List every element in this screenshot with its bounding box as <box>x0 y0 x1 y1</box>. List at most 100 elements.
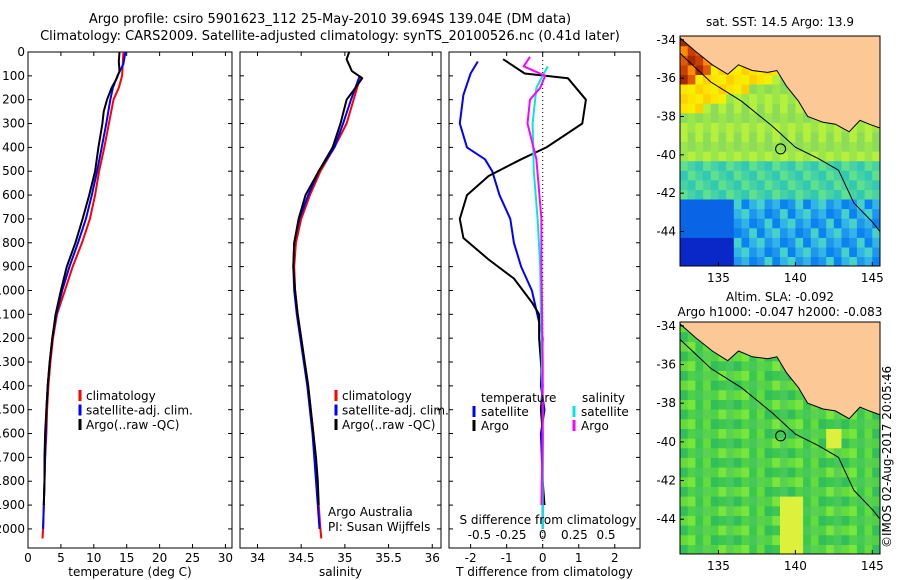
map-cell <box>733 534 743 545</box>
map-cell <box>803 131 812 142</box>
map-cell <box>856 208 866 219</box>
map-cell <box>749 237 758 248</box>
y-tick-label: 1800 <box>0 474 25 488</box>
map-cell <box>826 170 835 181</box>
map-cell <box>695 55 704 66</box>
map-cell <box>710 360 720 371</box>
y-tick-label: 0 <box>17 45 25 59</box>
map-cell <box>687 246 696 257</box>
map-cell <box>856 544 866 554</box>
map-cell <box>726 534 735 545</box>
map-cell <box>680 151 689 162</box>
map-cell <box>864 227 873 238</box>
map-cell <box>733 389 743 400</box>
y-tick-label: 1900 <box>0 498 25 512</box>
map-cell <box>872 544 880 554</box>
map-cell <box>726 360 735 371</box>
map-cell <box>864 151 873 162</box>
map-cell <box>703 103 712 114</box>
map-cell <box>780 189 789 200</box>
map-cell <box>795 496 804 507</box>
map-cell <box>680 496 689 507</box>
map-cell <box>818 160 827 171</box>
map-cell <box>780 525 789 536</box>
map-cell <box>795 131 804 142</box>
map-cell <box>733 198 743 210</box>
map-cell <box>710 151 720 162</box>
map-cell <box>787 438 796 449</box>
map-cell <box>687 380 696 391</box>
map-cell <box>718 112 727 123</box>
map-cell <box>749 438 758 449</box>
map-cell <box>695 438 704 449</box>
map-cell <box>772 515 781 526</box>
map-cell <box>764 534 773 545</box>
map-cell <box>687 74 696 85</box>
map-cell <box>826 467 835 478</box>
map-cell <box>710 428 720 439</box>
map-cell <box>818 179 827 190</box>
map-cell <box>864 496 873 507</box>
map-cell <box>718 534 727 545</box>
map-cell <box>764 544 773 554</box>
map-cell <box>726 409 735 420</box>
map-cell <box>703 457 712 468</box>
map-cell <box>710 438 720 449</box>
map-cell <box>718 360 727 371</box>
map-cell <box>780 370 789 381</box>
map-cell <box>687 227 696 238</box>
map-cell <box>687 208 696 219</box>
map-cell <box>687 525 696 536</box>
map-cell <box>772 457 781 468</box>
map-cell <box>856 122 866 133</box>
map-cell <box>826 409 835 420</box>
map-cell <box>856 170 866 181</box>
map-cell <box>803 122 812 133</box>
map-cell <box>756 515 766 526</box>
map-cell <box>703 256 712 266</box>
map-cell <box>841 486 850 497</box>
map-cell <box>680 74 689 85</box>
map-cell <box>749 428 758 439</box>
x-tick-label: 5 <box>57 551 65 565</box>
map-cell <box>764 208 773 219</box>
map-cell <box>695 93 704 104</box>
map-cell <box>864 141 873 152</box>
map-cell <box>756 409 766 420</box>
map-cell <box>795 256 804 266</box>
map-cell <box>803 428 812 439</box>
map-cell <box>795 227 804 238</box>
map-cell <box>872 160 880 171</box>
map-cell <box>780 409 789 420</box>
map-cell <box>780 218 789 229</box>
map-cell <box>787 227 796 238</box>
map-cell <box>795 160 804 171</box>
map-cell <box>687 428 696 439</box>
map-cell <box>849 505 858 516</box>
map-cell <box>841 496 850 507</box>
map-cell <box>680 447 689 458</box>
map-cell <box>756 170 766 181</box>
map-cell <box>772 380 781 391</box>
map-cell <box>749 141 758 152</box>
map-cell <box>741 122 750 133</box>
coastline <box>680 323 880 420</box>
map-cell <box>833 496 843 507</box>
map-cell <box>741 170 750 181</box>
map-cell <box>749 246 758 257</box>
map-cell <box>726 476 735 487</box>
map-cell <box>695 399 704 410</box>
map-cell <box>703 141 712 152</box>
map-cell <box>841 525 850 536</box>
map-cell <box>795 389 804 400</box>
map-cell <box>726 160 735 171</box>
map-cell <box>795 122 804 133</box>
map-cell <box>726 237 735 248</box>
map-cell <box>841 170 850 181</box>
map-cell <box>710 525 720 536</box>
map-cell <box>818 447 827 458</box>
map-cell <box>733 525 743 536</box>
map-cell <box>756 438 766 449</box>
map-cell <box>680 198 689 210</box>
map-cell <box>826 486 835 497</box>
